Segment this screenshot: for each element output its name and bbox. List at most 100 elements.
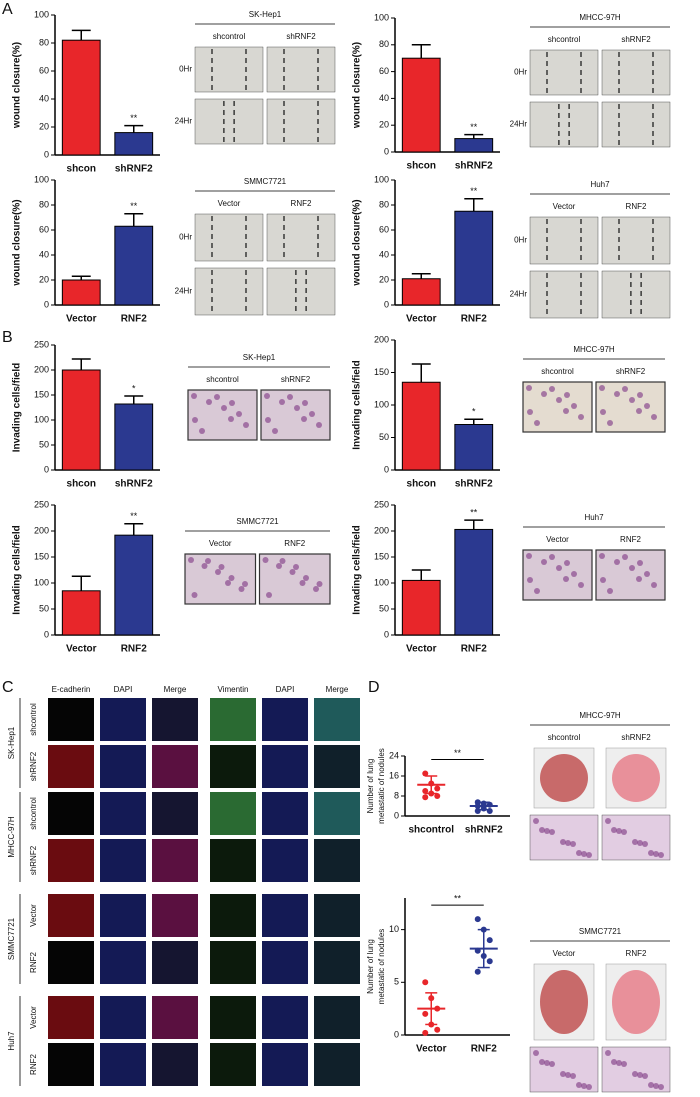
- micrograph: [529, 216, 599, 265]
- micrograph: [595, 381, 666, 433]
- micrograph: [260, 389, 331, 441]
- y-tick-label: 20: [379, 120, 389, 130]
- cell: [541, 391, 547, 397]
- y-tick-label: 80: [379, 199, 389, 209]
- cell: [527, 409, 533, 415]
- fluorescence-image: [48, 941, 94, 984]
- row-label: 0Hr: [514, 68, 527, 77]
- y-axis-label: Invading cells/field: [352, 525, 363, 614]
- micrograph: [266, 46, 336, 93]
- cell: [637, 392, 643, 398]
- fluorescence-image: [152, 792, 198, 835]
- cell: [549, 829, 555, 835]
- data-point: [422, 794, 429, 801]
- cell: [563, 408, 569, 414]
- image-title: SMMC7721: [236, 517, 279, 526]
- fluorescence-image: [152, 698, 198, 741]
- cell: [303, 575, 309, 581]
- fluorescence-image: [48, 792, 94, 835]
- y-axis-label: Invading cells/field: [12, 363, 23, 452]
- bar: [401, 57, 441, 153]
- micrograph: [601, 101, 671, 148]
- y-tick-label: 8: [394, 790, 399, 800]
- y-tick-label: 100: [374, 399, 389, 409]
- cell: [570, 1073, 576, 1079]
- x-tick-label: Vector: [66, 644, 97, 655]
- cell: [272, 428, 278, 434]
- y-tick-label: 40: [379, 249, 389, 259]
- cell: [236, 411, 242, 417]
- significance: **: [130, 113, 138, 123]
- micrograph: [529, 1046, 599, 1093]
- cell: [199, 428, 205, 434]
- y-tick-label: 0: [394, 810, 399, 820]
- cell: [544, 1060, 550, 1066]
- bar: [61, 369, 101, 471]
- cell: [644, 571, 650, 577]
- cell: [565, 1072, 571, 1078]
- cell: [621, 829, 627, 835]
- group-label: MHCC-97H: [7, 816, 16, 858]
- significance: *: [472, 407, 476, 417]
- y-tick-label: 10: [389, 924, 399, 934]
- row-label: 24Hr: [510, 290, 528, 299]
- x-tick-label: shRNF2: [455, 479, 493, 490]
- cell: [539, 1059, 545, 1065]
- fluorescence-image: [314, 839, 360, 882]
- y-tick-label: 150: [374, 551, 389, 561]
- y-tick-label: 100: [374, 12, 389, 22]
- data-point: [434, 1026, 441, 1033]
- cell: [614, 391, 620, 397]
- x-tick-label: Vector: [66, 314, 97, 325]
- column-label: shRNF2: [286, 32, 316, 41]
- micrograph: [266, 213, 336, 262]
- fluorescence-image: [314, 894, 360, 937]
- y-tick-label: 100: [374, 577, 389, 587]
- cell: [228, 575, 235, 581]
- y-tick-label: 40: [39, 249, 49, 259]
- cell: [266, 592, 272, 598]
- fluorescence-image: [314, 941, 360, 984]
- cell: [192, 417, 198, 423]
- row-label: shRNF2: [29, 845, 38, 875]
- fluorescence-image: [152, 996, 198, 1039]
- cell: [294, 405, 300, 411]
- micrograph: [194, 98, 264, 145]
- data-point: [422, 788, 429, 794]
- cell: [533, 818, 539, 824]
- column-label: DAPI: [276, 685, 295, 694]
- fluorescence-image: [48, 1043, 94, 1086]
- y-tick-label: 150: [34, 551, 49, 561]
- fluorescence-image: [262, 839, 308, 882]
- bar: [114, 132, 154, 156]
- cell: [581, 851, 587, 857]
- cell: [287, 394, 293, 400]
- y-tick-label: 20: [39, 274, 49, 284]
- cell: [648, 1082, 654, 1088]
- fluorescence-image: [100, 698, 146, 741]
- bar: [454, 210, 494, 306]
- cell: [651, 414, 657, 420]
- significance: **: [470, 186, 478, 196]
- cell: [549, 554, 555, 560]
- cell: [302, 400, 308, 406]
- cell: [218, 564, 225, 570]
- y-tick-label: 150: [374, 367, 389, 377]
- data-point: [422, 1029, 429, 1036]
- fluorescence-image: [100, 745, 146, 788]
- cell: [637, 1072, 643, 1078]
- cell: [636, 408, 642, 414]
- cell: [651, 582, 657, 588]
- row-label: 24Hr: [175, 287, 193, 296]
- micrograph: [529, 49, 599, 96]
- cell: [563, 576, 569, 582]
- cell: [614, 559, 620, 565]
- y-axis-label: wound closure(%): [352, 199, 363, 286]
- cell: [622, 386, 628, 392]
- cell: [526, 385, 532, 391]
- micrograph: [529, 270, 599, 319]
- y-axis-label: metastatic of nodules: [377, 929, 386, 1005]
- cell: [556, 565, 562, 571]
- cell: [265, 417, 271, 423]
- y-tick-label: 50: [39, 603, 49, 613]
